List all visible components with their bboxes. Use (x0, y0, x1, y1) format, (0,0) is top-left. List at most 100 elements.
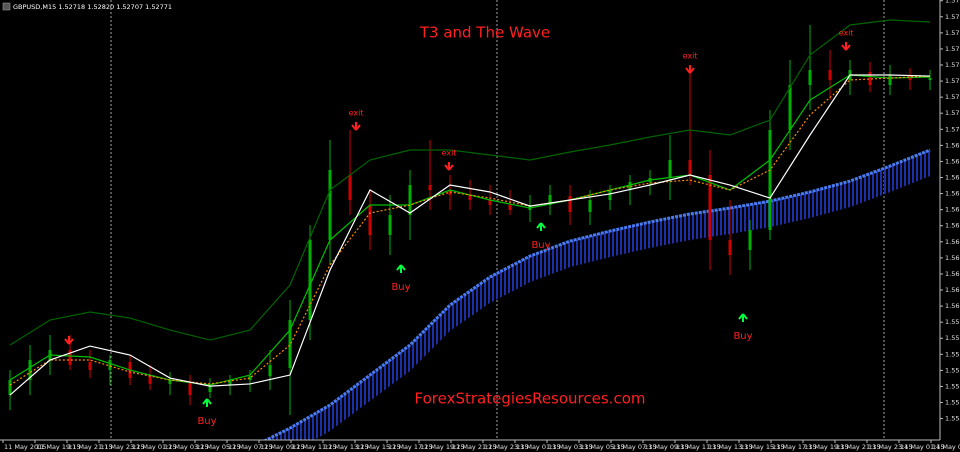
x-tick-label: 12 May 17:15 (388, 443, 433, 451)
x-tick-label: 13 May 09:15 (644, 443, 689, 451)
candle-body (508, 205, 512, 211)
x-tick-label: 11 May 2015 (4, 443, 46, 451)
x-tick-label: 12 May 01:15 (132, 443, 177, 451)
y-tick-label: 1.56960 (945, 141, 960, 149)
candle-body (388, 215, 392, 236)
signal-label: exit (683, 52, 698, 61)
wave-line (262, 148, 931, 440)
exit-arrow (64, 336, 74, 345)
x-tick-label: 13 May 21:15 (836, 443, 881, 451)
candle-body (328, 170, 332, 241)
y-tick-label: 1.55610 (945, 382, 960, 390)
x-tick-label: 12 May 13:15 (324, 443, 369, 451)
y-tick-label: 1.56690 (945, 190, 960, 198)
buy-arrow (396, 264, 406, 273)
symbol-icon (2, 2, 11, 11)
y-tick-label: 1.56510 (945, 222, 960, 230)
candle-body (208, 385, 212, 392)
candle-body (808, 70, 812, 86)
candle-body (888, 75, 892, 86)
x-tick-label: 12 May 23:15 (484, 443, 529, 451)
candle-body (28, 360, 32, 381)
signal-label: Buy (531, 240, 550, 251)
candle-body (88, 361, 92, 371)
indicator-line (9, 74, 931, 396)
y-tick-label: 1.55970 (945, 318, 960, 326)
y-tick-label: 1.57140 (945, 109, 960, 117)
y-tick-label: 1.56780 (945, 174, 960, 182)
x-tick-label: 13 May 23:15 (868, 443, 913, 451)
candle-body (748, 230, 752, 251)
y-tick-label: 1.56240 (945, 270, 960, 278)
x-tick-label: 12 May 19:15 (420, 443, 465, 451)
signal-label: Buy (197, 416, 216, 427)
candle-body (108, 360, 112, 371)
y-tick-label: 1.56600 (945, 206, 960, 214)
signal-label: exit (349, 109, 364, 118)
candle-body (488, 200, 492, 206)
signal-label: exit (839, 29, 854, 38)
candle-body (668, 160, 672, 179)
x-tick-label: 13 May 19:15 (804, 443, 849, 451)
x-tick-label: 13 May 15:15 (740, 443, 785, 451)
watermark: ForexStrategiesResources.com (415, 390, 646, 408)
candle-body (268, 365, 272, 377)
y-tick-label: 1.57590 (945, 29, 960, 37)
x-tick-label: 12 May 05:15 (196, 443, 241, 451)
candle-body (548, 195, 552, 206)
y-tick-label: 1.57230 (945, 93, 960, 101)
y-tick-label: 1.56420 (945, 238, 960, 246)
buy-arrow (738, 313, 748, 322)
chart-title: T3 and The Wave (419, 24, 550, 42)
y-tick-label: 1.55430 (945, 415, 960, 423)
buy-arrow (536, 222, 546, 231)
candle-body (688, 160, 692, 176)
plot-area (8, 0, 932, 440)
candle-body (408, 185, 412, 216)
candle-body (728, 240, 732, 256)
y-tick-label: 1.55790 (945, 350, 960, 358)
x-tick-label: 13 May 17:15 (772, 443, 817, 451)
x-tick-label: 12 May 03:15 (164, 443, 209, 451)
y-tick-label: 1.57680 (945, 13, 960, 21)
x-tick-label: 11 May 19:15 (36, 443, 81, 451)
buy-arrow (202, 398, 212, 407)
signal-label: exit (442, 149, 457, 158)
x-tick-label: 13 May 13:15 (708, 443, 753, 451)
indicator-line (9, 75, 931, 386)
y-tick-label: 1.57320 (945, 77, 960, 85)
y-tick-label: 1.57410 (945, 61, 960, 69)
exit-arrow (685, 65, 695, 74)
candle-body (188, 381, 192, 396)
x-tick-label: 14 May 03 (932, 443, 960, 451)
signal-label: Buy (391, 282, 410, 293)
x-tick-label: 13 May 05:15 (580, 443, 625, 451)
y-tick-label: 1.55700 (945, 366, 960, 374)
y-tick-label: 1.56330 (945, 254, 960, 262)
candle-body (568, 196, 572, 212)
candle-body (468, 195, 472, 201)
candle-body (928, 78, 932, 81)
y-tick-label: 1.56060 (945, 302, 960, 310)
candle-body (788, 85, 792, 131)
candle-body (348, 175, 352, 201)
candle-body (768, 130, 772, 231)
candle-body (608, 190, 612, 201)
x-tick-label: 12 May 09:15 (260, 443, 305, 451)
candle-body (868, 71, 872, 86)
indicator-line (9, 19, 931, 346)
y-tick-label: 1.55880 (945, 334, 960, 342)
candle-body (308, 240, 312, 321)
candle-body (288, 320, 292, 369)
candle-body (148, 376, 152, 384)
y-tick-label: 1.57500 (945, 45, 960, 53)
candle-body (368, 205, 372, 236)
y-tick-label: 1.55520 (945, 399, 960, 407)
x-tick-label: 13 May 01:15 (516, 443, 561, 451)
x-tick-label: 13 May 11:15 (676, 443, 721, 451)
candle-body (828, 70, 832, 81)
chart-header: GBPUSD,M15 1.52718 1.52820 1.52707 1.527… (13, 3, 172, 11)
